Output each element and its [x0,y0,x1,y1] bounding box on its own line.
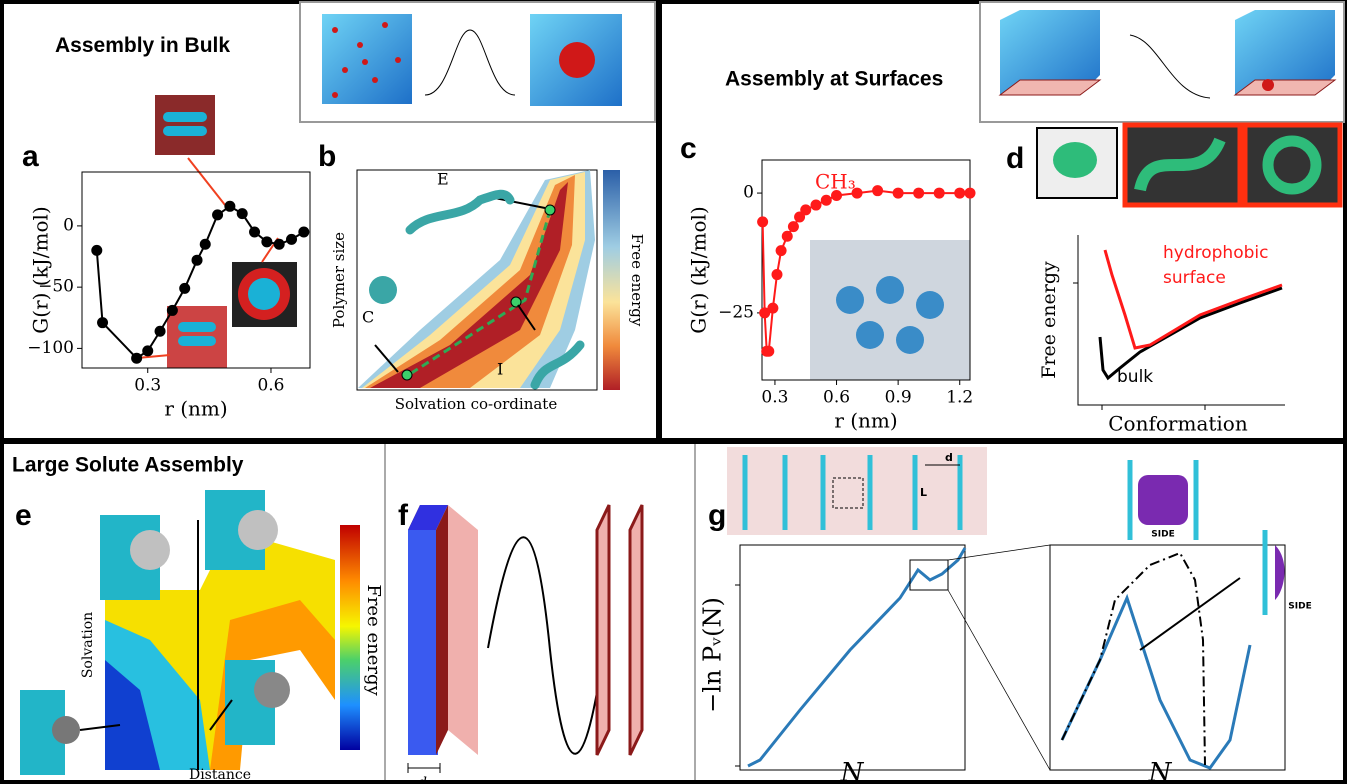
y-axis-label: G(r) (kJ/mol) [687,206,711,333]
x-axis-label: N [840,758,865,784]
x-axis-label: N [1148,758,1173,784]
y-tick-label: −100 [27,338,74,358]
data-point [131,353,142,364]
schematic-surface [980,2,1344,122]
y-axis-label: Solvation [80,612,96,678]
annotation: hydrophobic [1163,243,1268,263]
state-label: C [362,308,374,327]
data-point [771,269,782,280]
figure: Assembly in Bulk Assembly at Surfaces La… [0,0,1347,784]
x-tick-label: 0.6 [823,388,850,408]
data-point [261,236,272,247]
inset-label: L [920,486,927,499]
data-point [767,303,778,314]
data-point [192,255,203,266]
panel-title: Large Solute Assembly [12,454,244,477]
x-tick-label: 0.9 [885,388,912,408]
side-label: SIDE [1288,602,1311,612]
schematic-bulk [300,2,655,122]
data-point [757,216,768,227]
data-point [821,195,832,206]
data-point [97,317,108,328]
title-text: Assembly in Bulk [55,34,230,57]
y-axis-label: Free energy [1038,261,1060,379]
data-point [872,185,883,196]
data-point [167,305,178,316]
state-label: E [437,170,449,189]
data-point [965,188,976,199]
colorbar-label: Free energy [363,584,384,696]
data-point [782,231,793,242]
x-axis-label: Conformation [1108,412,1248,436]
data-point [298,227,309,238]
inset-label: d [945,451,953,464]
data-point [91,245,102,256]
data-point [811,200,822,211]
contour-e [20,490,360,775]
surface-image [810,240,970,380]
plot-g [727,447,1285,770]
slabs-f [408,505,642,773]
data-point [763,346,774,357]
y-tick-label: 0 [63,215,74,235]
data-point [179,283,190,294]
data-point [286,234,297,245]
panel-label: e [15,499,32,532]
data-point [800,204,811,215]
panel-label: a [22,140,39,173]
data-point [893,188,904,199]
panel-label: b [318,140,336,173]
data-point [913,188,924,199]
data-point [249,227,260,238]
data-point [155,326,166,337]
data-point [224,201,235,212]
y-axis-label: −ln Pᵥ(N) [699,597,727,713]
data-point [274,239,285,250]
conformation-images [1037,125,1340,205]
data-point [142,345,153,356]
x-tick-label: 0.3 [134,376,161,396]
contour-b [357,170,620,390]
colorbar-label: Free energy [628,234,646,327]
x-axis-label: r (nm) [164,397,227,421]
y-tick-label: −25 [718,302,754,322]
panel-label: d [1006,142,1024,175]
annotation: bulk [1117,367,1153,387]
annotation: CH₃ [815,170,856,194]
panel-label: g [708,499,726,532]
dimension-subscript: c [427,781,433,784]
side-label: SIDE [1151,530,1174,540]
x-axis-label: Solvation co-ordinate [395,395,558,413]
x-tick-label: 0.3 [761,388,788,408]
data-point [200,239,211,250]
panel-label: f [398,499,409,532]
panel-title: Assembly in Bulk [55,34,230,57]
state-label: I [497,360,503,379]
dimension-label: dc [418,775,433,784]
x-axis-label: Distance [189,767,251,783]
data-point [237,208,248,219]
y-axis-label: G(r) (kJ/mol) [29,206,53,333]
data-point [788,221,799,232]
panel-label: c [680,132,697,165]
data-point [954,188,965,199]
dimension-symbol: d [418,775,427,784]
annotation: surface [1163,268,1226,288]
x-tick-label: 1.2 [946,388,973,408]
x-axis-label: r (nm) [834,409,897,433]
panel-title: Assembly at Surfaces [725,68,943,91]
data-point [934,188,945,199]
x-tick-label: 0.6 [257,376,284,396]
data-point [776,245,787,256]
y-axis-label: Polymer size [330,232,348,328]
data-point [212,209,223,220]
y-tick-label: 0 [743,183,754,203]
